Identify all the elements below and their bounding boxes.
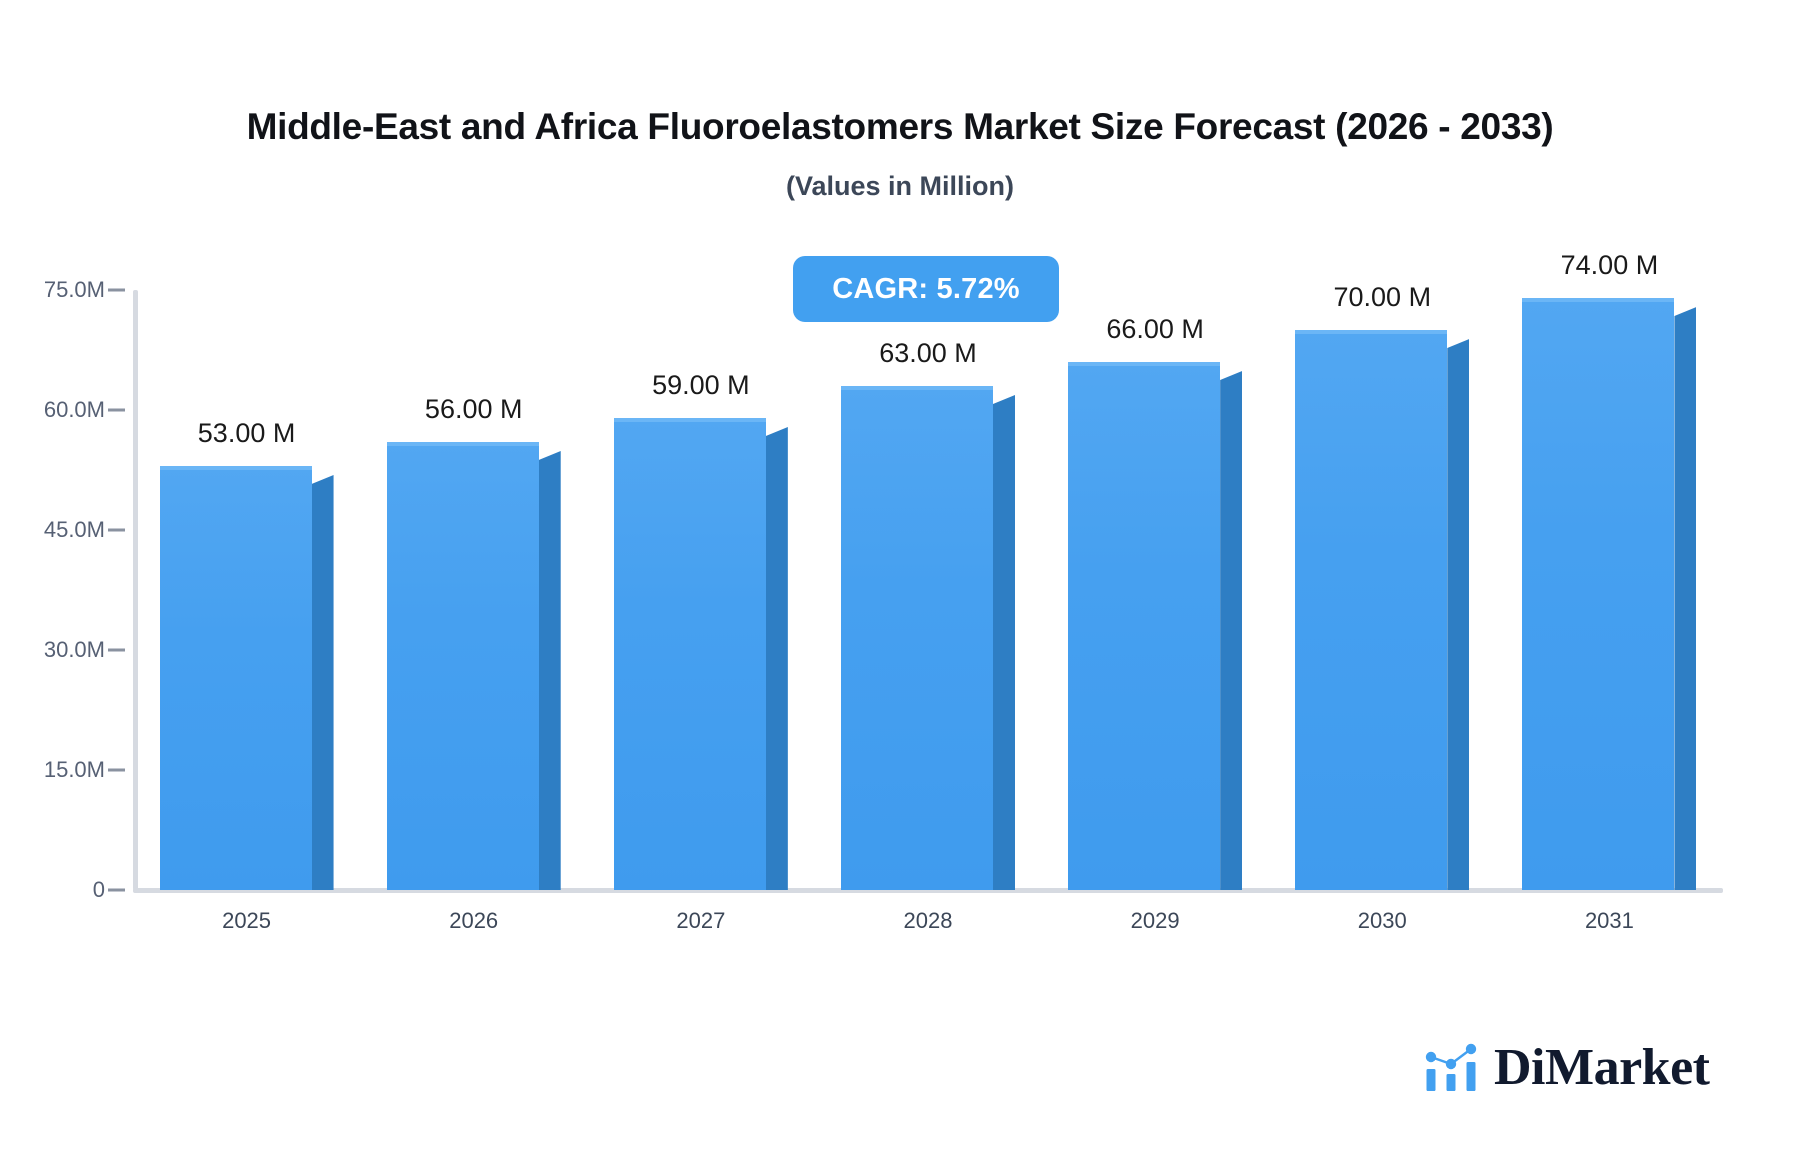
y-axis-tick-label: 15.0M (43, 757, 105, 782)
x-axis-tick-label: 2025 (222, 908, 272, 933)
bar-top-highlight (159, 466, 312, 470)
x-axis-tick-label: 2026 (449, 908, 499, 933)
bar-top-highlight (1068, 362, 1221, 366)
bar-side-face (765, 427, 788, 890)
y-axis-line (133, 290, 138, 890)
bar[interactable] (1522, 298, 1697, 890)
dimarket-logo: DiMarket (1424, 1039, 1710, 1096)
bar-value-label: 56.00 M (424, 394, 523, 424)
bar-value-label: 66.00 M (1106, 314, 1204, 344)
bar-side-face (311, 475, 334, 890)
cagr-badge-label: CAGR: 5.72% (832, 272, 1020, 305)
y-axis-tick-label: 60.0M (43, 397, 105, 422)
bar-top-highlight (1522, 298, 1675, 302)
bar-top-highlight (613, 418, 766, 422)
y-axis-tick-mark (108, 648, 125, 652)
bar-side-face (1674, 307, 1697, 890)
bar[interactable] (1068, 362, 1243, 890)
y-axis-tick-label: 45.0M (43, 517, 105, 542)
y-axis-tick-mark (108, 528, 125, 532)
bar-front-face (1068, 362, 1221, 890)
bar[interactable] (841, 386, 1015, 890)
bar[interactable] (613, 418, 788, 890)
y-axis-tick-mark (108, 888, 125, 892)
bar-top-highlight (1295, 330, 1448, 334)
y-axis-tick-mark (108, 408, 125, 412)
y-axis-tick-mark (108, 768, 125, 772)
bar[interactable] (159, 466, 334, 890)
bar-top-highlight (386, 442, 539, 446)
bar-value-label: 70.00 M (1333, 282, 1432, 312)
y-axis-tick-label: 0 (92, 877, 105, 902)
bar-side-face (1220, 371, 1243, 890)
logo-text: DiMarket (1494, 1039, 1710, 1096)
x-axis-tick-label: 2029 (1130, 908, 1180, 933)
y-axis-tick-label: 75.0M (43, 277, 105, 302)
x-axis-tick-label: 2031 (1584, 908, 1634, 933)
bar-front-face (613, 418, 766, 890)
page-subtitle: (Values in Million) (785, 171, 1015, 201)
y-axis-tick-label: 30.0M (43, 637, 105, 662)
cagr-badge: CAGR: 5.72% (793, 256, 1059, 322)
bar-front-face (1295, 330, 1448, 890)
bar-top-highlight (841, 386, 993, 390)
bar-side-face (993, 395, 1015, 890)
page-title: Middle-East and Africa Fluoroelastomers … (246, 106, 1554, 147)
bar-front-face (1522, 298, 1675, 890)
bar-value-label: 53.00 M (197, 418, 296, 448)
bar-front-face (841, 386, 993, 890)
plot-area (133, 290, 1723, 890)
bar-side-face (1447, 339, 1470, 890)
bar-value-label: 63.00 M (879, 338, 977, 368)
bar-front-face (386, 442, 539, 890)
bar-side-face (538, 451, 561, 890)
bar[interactable] (1295, 330, 1470, 890)
bar[interactable] (386, 442, 561, 890)
y-axis-tick-mark (108, 288, 125, 292)
bar-front-face (159, 466, 312, 890)
bar-value-label: 59.00 M (652, 370, 750, 400)
bar-chart-logo-icon (1425, 1043, 1477, 1091)
x-axis-tick-label: 2028 (903, 908, 953, 933)
bar-value-label: 74.00 M (1560, 250, 1659, 280)
x-axis-tick-label: 2030 (1357, 908, 1407, 933)
x-axis-line (133, 888, 1723, 893)
x-axis-tick-label: 2027 (676, 908, 726, 933)
